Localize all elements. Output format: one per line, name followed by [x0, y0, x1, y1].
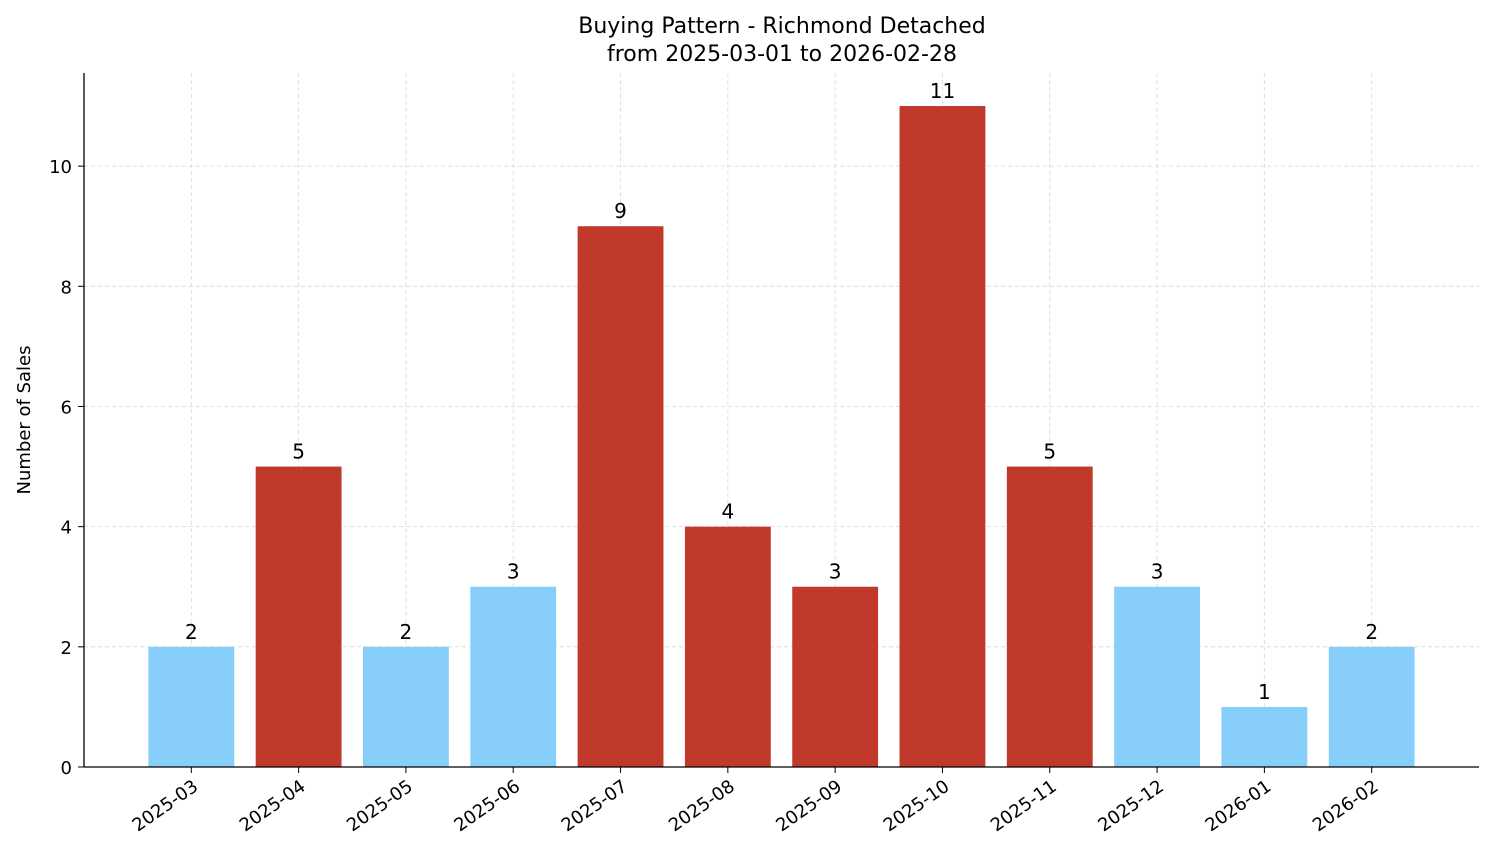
y-tick-label: 10 — [49, 157, 72, 178]
data-label: 2 — [400, 620, 413, 644]
bar-2025-05 — [363, 646, 449, 767]
data-label: 11 — [930, 79, 955, 103]
bar-2025-07 — [577, 226, 664, 768]
bar-2025-08 — [684, 526, 771, 767]
data-label: 3 — [507, 560, 520, 584]
bar-2025-11 — [1006, 466, 1093, 767]
bar-2025-06 — [470, 586, 557, 767]
bar-2025-09 — [792, 586, 879, 767]
bar-2026-01 — [1221, 706, 1308, 767]
y-tick-label: 8 — [61, 277, 72, 298]
y-tick-label: 4 — [61, 518, 72, 539]
x-tick-label: 2025-06 — [450, 776, 524, 836]
data-label: 5 — [292, 440, 305, 464]
bar-2026-02 — [1328, 646, 1415, 767]
data-label: 9 — [614, 199, 627, 223]
x-tick-label: 2025-11 — [987, 776, 1061, 836]
x-tick-label: 2025-12 — [1094, 776, 1168, 836]
bar-2025-12 — [1114, 586, 1200, 767]
data-label: 5 — [1043, 440, 1056, 464]
data-label: 3 — [829, 560, 842, 584]
chart-subtitle: from 2025-03-01 to 2026-02-28 — [607, 42, 957, 67]
bar-2025-04 — [255, 466, 342, 767]
data-label: 1 — [1258, 680, 1271, 704]
x-tick-label: 2025-08 — [665, 776, 739, 836]
data-label: 3 — [1151, 560, 1164, 584]
x-tick-label: 2025-04 — [236, 776, 310, 836]
bars — [148, 106, 1415, 768]
bar-2025-10 — [899, 106, 986, 768]
chart-title: Buying Pattern - Richmond Detached — [578, 14, 986, 39]
x-tick-label: 2026-01 — [1202, 776, 1276, 836]
grid — [84, 73, 1479, 768]
data-label: 2 — [1365, 620, 1378, 644]
x-tick-label: 2026-02 — [1309, 776, 1383, 836]
y-axis-label: Number of Sales — [14, 345, 35, 494]
data-labels: 2 5 2 3 9 4 3 11 5 3 1 2 — [185, 79, 1378, 704]
y-tick-label: 0 — [61, 758, 72, 779]
bar-2025-03 — [148, 646, 235, 767]
y-tick-label: 2 — [61, 638, 72, 659]
x-tick-label: 2025-03 — [129, 776, 203, 836]
x-tick-label: 2025-10 — [880, 776, 954, 836]
y-tick-label: 6 — [61, 397, 72, 418]
data-label: 4 — [721, 500, 734, 524]
data-label: 2 — [185, 620, 198, 644]
x-tick-label: 2025-07 — [558, 776, 632, 836]
x-tick-label: 2025-09 — [772, 776, 846, 836]
x-tick-label: 2025-05 — [343, 776, 417, 836]
